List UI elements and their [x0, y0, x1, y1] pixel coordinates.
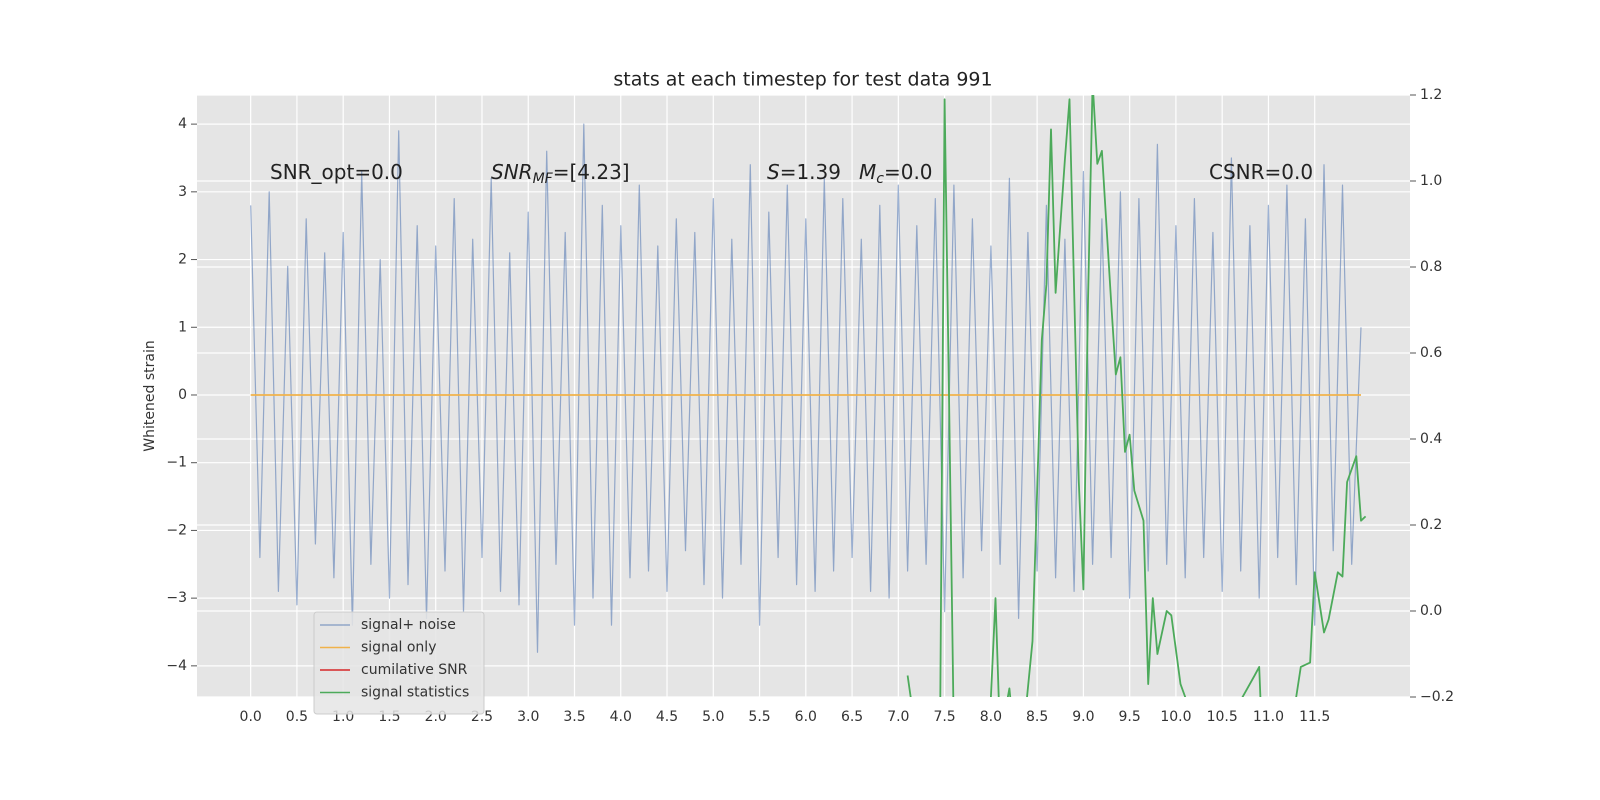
y-axis-label: Whitened strain: [142, 340, 158, 451]
annotation-text: S: [767, 160, 780, 184]
x-tick-label: 5.0: [702, 709, 724, 725]
y2-tick-label: 0.2: [1420, 517, 1442, 533]
y-tick-label: −4: [166, 658, 187, 674]
legend-label: signal+ noise: [361, 617, 456, 633]
series-line: [250, 123, 1362, 653]
annotation-suffix: =[4.23]: [553, 160, 630, 184]
x-tick-label: 4.5: [656, 709, 678, 725]
x-tick-label: 4.0: [610, 709, 632, 725]
y2-tick-label: 0.4: [1420, 431, 1442, 447]
annotation-text: CSNR=0.0: [1209, 160, 1313, 184]
annotation: Mc=0.0: [859, 160, 933, 188]
annotation-sub: c: [876, 171, 884, 187]
x-tick-label: 8.0: [980, 709, 1002, 725]
annotation-sub: MF: [533, 171, 554, 187]
y-tick-label: 4: [178, 116, 187, 132]
annotation-suffix: =1.39: [780, 160, 841, 184]
series-line: [906, 95, 1367, 697]
legend-box: [313, 611, 485, 715]
y-tick-label: −1: [166, 455, 187, 471]
legend-label: signal statistics: [361, 685, 469, 701]
x-tick-label: 10.5: [1207, 709, 1238, 725]
x-tick-label: 3.5: [563, 709, 585, 725]
y2-tick-label: 1.0: [1420, 173, 1442, 189]
x-tick-label: 8.5: [1026, 709, 1048, 725]
y-tick-label: 3: [178, 184, 187, 200]
x-tick-label: 11.0: [1253, 709, 1284, 725]
x-tick-label: 6.0: [795, 709, 817, 725]
x-tick-label: 9.5: [1119, 709, 1141, 725]
plot-area: [250, 95, 1367, 697]
annotation: CSNR=0.0: [1209, 160, 1313, 184]
legend-label: cumilative SNR: [361, 662, 468, 678]
x-tick-label: 9.0: [1072, 709, 1094, 725]
x-tick-label: 0.5: [286, 709, 308, 725]
y-tick-label: −2: [166, 522, 187, 538]
annotation: SNR_opt=0.0: [270, 160, 403, 184]
annotation-suffix: =0.0: [884, 160, 933, 184]
x-tick-label: 5.5: [748, 709, 770, 725]
x-tick-label: 11.5: [1299, 709, 1330, 725]
plot-background: [197, 95, 1410, 697]
x-tick-label: 7.5: [933, 709, 955, 725]
annotation: SNRMF=[4.23]: [491, 160, 630, 188]
x-tick-label: 3.0: [517, 709, 539, 725]
annotation: S=1.39: [767, 160, 841, 184]
x-tick-label: 7.0: [887, 709, 909, 725]
y-tick-label: 1: [178, 319, 187, 335]
x-tick-label: 10.0: [1160, 709, 1191, 725]
y2-tick-label: 0.8: [1420, 259, 1442, 275]
annotation-text: M: [859, 160, 876, 184]
y2-tick-label: −0.2: [1420, 689, 1454, 705]
y-tick-label: 2: [178, 252, 187, 268]
y2-tick-label: 0.6: [1420, 345, 1442, 361]
y2-tick-label: 0.0: [1420, 603, 1442, 619]
y2-tick-label: 1.2: [1420, 87, 1442, 103]
chart-title: stats at each timestep for test data 991: [613, 69, 992, 91]
x-tick-label: 0.0: [240, 709, 262, 725]
y-tick-label: −3: [166, 590, 187, 606]
y-tick-label: 0: [178, 387, 187, 403]
x-tick-label: 6.5: [841, 709, 863, 725]
annotation-text: SNR: [491, 160, 533, 184]
legend-label: signal only: [361, 640, 436, 656]
annotation-text: SNR_opt=0.0: [270, 160, 403, 184]
